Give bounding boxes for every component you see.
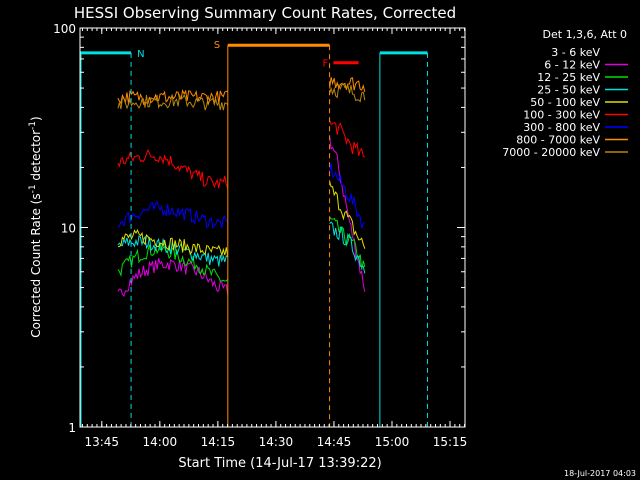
- x-tick-label-6: 15:00: [375, 435, 410, 449]
- saa-label-1: S: [214, 40, 220, 51]
- legend-label-6: 100 - 300 keV: [523, 109, 600, 122]
- legend-label-9: 7000 - 20000 keV: [502, 146, 600, 159]
- legend-label-2: 6 - 12 keV: [544, 59, 600, 72]
- x-axis-label: Start Time (14-Jul-17 13:39:22): [178, 456, 381, 471]
- flare-label-1: F: [322, 59, 328, 70]
- axis-layer: 13:45 14:00 14:15 14:30 14:45 15:00 15:15 1 10 10…: [53, 22, 467, 449]
- series-3-segment-1: [117, 242, 229, 282]
- series-4-segment-2: [329, 221, 366, 274]
- x-tick-label-4: 14:30: [259, 435, 294, 449]
- generated-timestamp: 18-Jul-2017 04:03: [564, 469, 636, 478]
- legend-title: Det 1,3,6, Att 0: [543, 28, 627, 41]
- series-7-segment-1: [117, 200, 229, 230]
- series-2: [117, 135, 366, 298]
- series-6: [117, 120, 366, 189]
- series-9-segment-2: [329, 83, 366, 103]
- series-1-segment-2: [329, 93, 365, 111]
- series-7-segment-2: [329, 163, 366, 229]
- y-tick-label-2: 10: [61, 222, 76, 236]
- series-6-segment-2: [329, 120, 366, 158]
- series-5-segment-2: [329, 181, 366, 249]
- x-tick-label-2: 14:00: [143, 435, 178, 449]
- series-1: [117, 90, 365, 111]
- legend-label-5: 50 - 100 keV: [530, 96, 600, 109]
- series-8-segment-2: [329, 77, 366, 93]
- series-7: [117, 163, 366, 230]
- series-8: [117, 77, 366, 107]
- y-axis-label-main: Corrected Count Rate (s: [29, 193, 43, 337]
- plot-frame: [79, 27, 466, 428]
- legend-label-7: 300 - 800 keV: [523, 121, 600, 134]
- series-5: [117, 181, 366, 258]
- series-5-segment-1: [117, 229, 229, 258]
- x-tick-label-5: 14:45: [317, 435, 352, 449]
- legend-label-8: 800 - 7000 keV: [516, 134, 600, 147]
- x-tick-label-1: 13:45: [84, 435, 119, 449]
- y-axis-label: Corrected Count Rate (s-1 detector-1): [28, 116, 43, 337]
- chart-title: HESSI Observing Summary Count Rates, Cor…: [74, 4, 456, 22]
- y-tick-label-1: 1: [68, 421, 76, 435]
- night-label-1: N: [137, 49, 144, 60]
- x-tick-label-3: 14:15: [201, 435, 236, 449]
- series-2-segment-1: [117, 258, 229, 298]
- legend-label-4: 25 - 50 keV: [537, 84, 600, 97]
- y-tick-label-3: 100: [53, 22, 76, 36]
- y-axis-label-end: ): [29, 116, 43, 121]
- series-9: [117, 83, 366, 111]
- series-6-segment-1: [117, 148, 229, 189]
- x-tick-label-7: 15:15: [433, 435, 468, 449]
- y-axis-label-sup2: -1: [28, 121, 38, 130]
- legend-label-3: 12 - 25 keV: [537, 71, 600, 84]
- y-axis-label-sup: -1: [28, 184, 38, 193]
- y-axis-label-tail: detector: [29, 130, 43, 185]
- legend-label-1: 3 - 6 keV: [551, 46, 600, 59]
- series-2-segment-2: [329, 135, 366, 292]
- annotation-layer: N S F: [80, 40, 428, 427]
- series-layer: [117, 77, 366, 298]
- series-9-segment-1: [117, 93, 229, 111]
